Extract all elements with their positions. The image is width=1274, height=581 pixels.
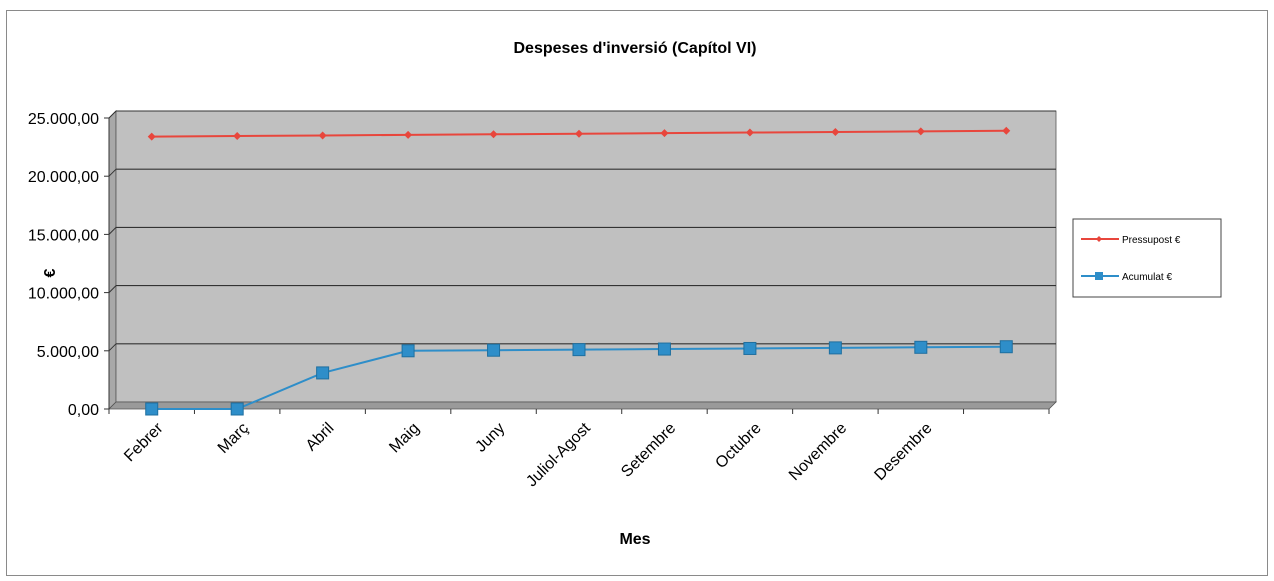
x-tick-label: Octubre [712,420,764,472]
gridline-depth [108,285,117,293]
data-point [660,129,669,138]
data-point [487,343,501,357]
data-point [233,132,242,141]
data-point [318,131,327,140]
gridline-depth [108,227,117,235]
y-tick-label: 25.000,00 [28,111,99,128]
x-tick-label: Novembre [786,420,850,484]
data-point [316,366,330,380]
legend-label: Pressupost € [1122,235,1181,246]
legend-label: Acumulat € [1122,272,1172,283]
x-tick-label: Març [215,420,252,457]
y-tick-label: 0,00 [68,402,99,419]
x-tick-label: Juny [472,420,508,456]
gridline-depth [108,168,117,177]
series-layer [145,126,1013,416]
legend: Pressupost € Acumulat € [1072,218,1222,298]
y-axis-ticks: 0,00 5.000,00 10.000,00 15.000,00 20.000,00 2… [28,111,110,419]
y-tick-label: 5.000,00 [37,344,99,361]
plot-background [115,110,1057,403]
data-point [145,402,159,416]
data-point [230,402,244,416]
legend-marker [1095,272,1103,280]
x-tick-label: Juliol-Agost [523,419,594,490]
data-point [401,344,415,358]
data-point [1002,126,1011,135]
data-point [147,132,156,141]
x-axis-label: Mes [619,531,650,548]
chart-frame: Despeses d'inversió (Capítol VI) 0,00 5.0… [6,10,1268,576]
data-point [916,127,925,136]
x-tick-label: Maig [386,420,423,457]
x-tick-label: Desembre [871,420,935,484]
data-point [575,129,583,138]
gridline-depth [108,110,117,119]
data-point [831,127,840,136]
legend-marker [1096,236,1102,242]
data-point [404,130,413,139]
x-tick-label: Febrer [121,419,167,465]
data-point [657,342,671,356]
plot-area [108,110,1057,410]
data-point [999,340,1013,354]
legend-box [1072,218,1222,298]
y-axis-label: € [42,268,59,277]
data-point [828,341,842,355]
y-tick-label: 15.000,00 [28,227,99,244]
x-tick-label: Setembre [618,420,679,481]
y-tick-label: 10.000,00 [28,286,99,303]
chart-title: Despeses d'inversió (Capítol VI) [514,40,757,57]
x-axis-ticks: Febrer Març Abril Maig Juny Juliol-Agost Setem… [108,409,1050,490]
data-point [489,130,498,139]
data-point [914,340,928,354]
x-tick-label: Abril [303,420,338,455]
y-tick-label: 20.000,00 [28,169,99,186]
data-point [572,343,586,357]
data-point [745,128,754,137]
plot-floor [108,401,1057,410]
plot-side-wall [108,110,117,410]
chart: Despeses d'inversió (Capítol VI) 0,00 5.0… [28,40,1222,548]
data-point [743,341,757,355]
gridline-depth [108,343,117,352]
